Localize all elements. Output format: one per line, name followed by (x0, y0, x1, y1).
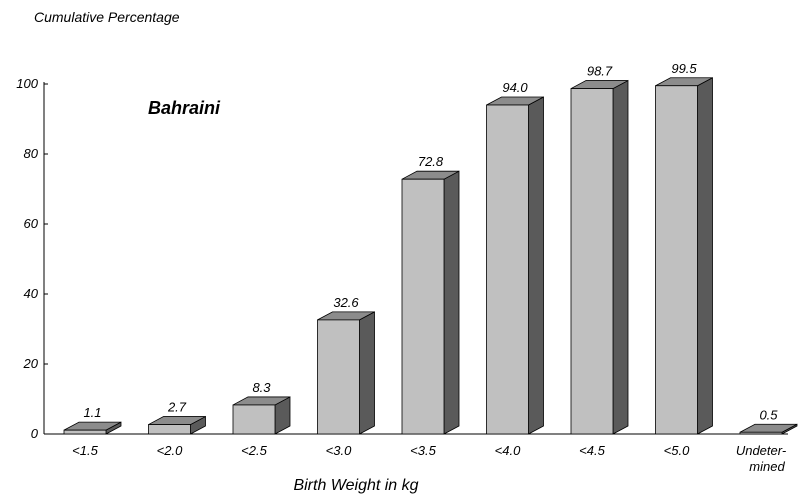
bar-side (528, 96, 544, 435)
bar (317, 311, 375, 435)
bar-front (232, 404, 276, 435)
bar (739, 423, 798, 435)
bar-side (612, 79, 629, 435)
x-tick-labels: <1.5 <2.0 <2.5 <3.0 <3.5 <4.0 <4.5 <5.0 Undeter-… (72, 443, 787, 474)
y-tick-label: 80 (24, 146, 39, 161)
data-label: 94.0 (502, 80, 528, 95)
x-tick-label: <2.0 (157, 443, 183, 458)
bar (401, 170, 460, 435)
data-label: 99.5 (671, 61, 697, 76)
bar-front (570, 88, 614, 435)
bar-front (63, 429, 107, 435)
bar-front (401, 178, 445, 435)
chart-annotation: Bahraini (148, 98, 221, 118)
bar-front (148, 424, 191, 435)
bar-side (443, 170, 460, 435)
bar-side (697, 77, 713, 435)
bar (570, 79, 629, 435)
y-tick-label: 40 (24, 286, 39, 301)
bar (63, 421, 122, 435)
y-tick-label: 60 (24, 216, 39, 231)
data-label: 72.8 (418, 154, 444, 169)
x-tick-label: <3.0 (326, 443, 352, 458)
bar-front (486, 104, 529, 435)
data-label: 8.3 (252, 380, 271, 395)
bar-top (739, 423, 798, 433)
y-tick-labels: 0 20 40 60 80 100 (16, 76, 38, 441)
bars (63, 77, 798, 435)
bar (148, 415, 206, 435)
data-label: 1.1 (83, 405, 101, 420)
bar (486, 96, 544, 435)
x-tick-label: <4.0 (495, 443, 521, 458)
bar-front (317, 319, 360, 435)
bar-front (655, 85, 698, 435)
x-tick-label: <2.5 (241, 443, 267, 458)
data-label: 98.7 (587, 64, 613, 79)
x-tick-label: <4.5 (579, 443, 605, 458)
bar-front (739, 431, 783, 435)
x-tick-label: <3.5 (410, 443, 436, 458)
y-tick-label: 20 (23, 356, 39, 371)
bar (232, 396, 291, 435)
bar-side (359, 311, 375, 435)
x-tick-label: Undeter-mined (736, 443, 787, 474)
data-labels: 1.1 2.7 8.3 32.6 72.8 94.0 98.7 99.5 0.5 (83, 61, 778, 423)
x-tick-label: <1.5 (72, 443, 98, 458)
data-label: 2.7 (167, 400, 187, 415)
y-tick-label: 0 (31, 426, 39, 441)
x-axis-label: Birth Weight in kg (293, 477, 418, 494)
x-tick-label: <5.0 (664, 443, 690, 458)
data-label: 32.6 (333, 295, 359, 310)
y-axis-label: Cumulative Percentage (34, 9, 180, 25)
data-label: 0.5 (759, 407, 778, 422)
y-tick-label: 100 (16, 76, 38, 91)
bar (655, 77, 713, 435)
